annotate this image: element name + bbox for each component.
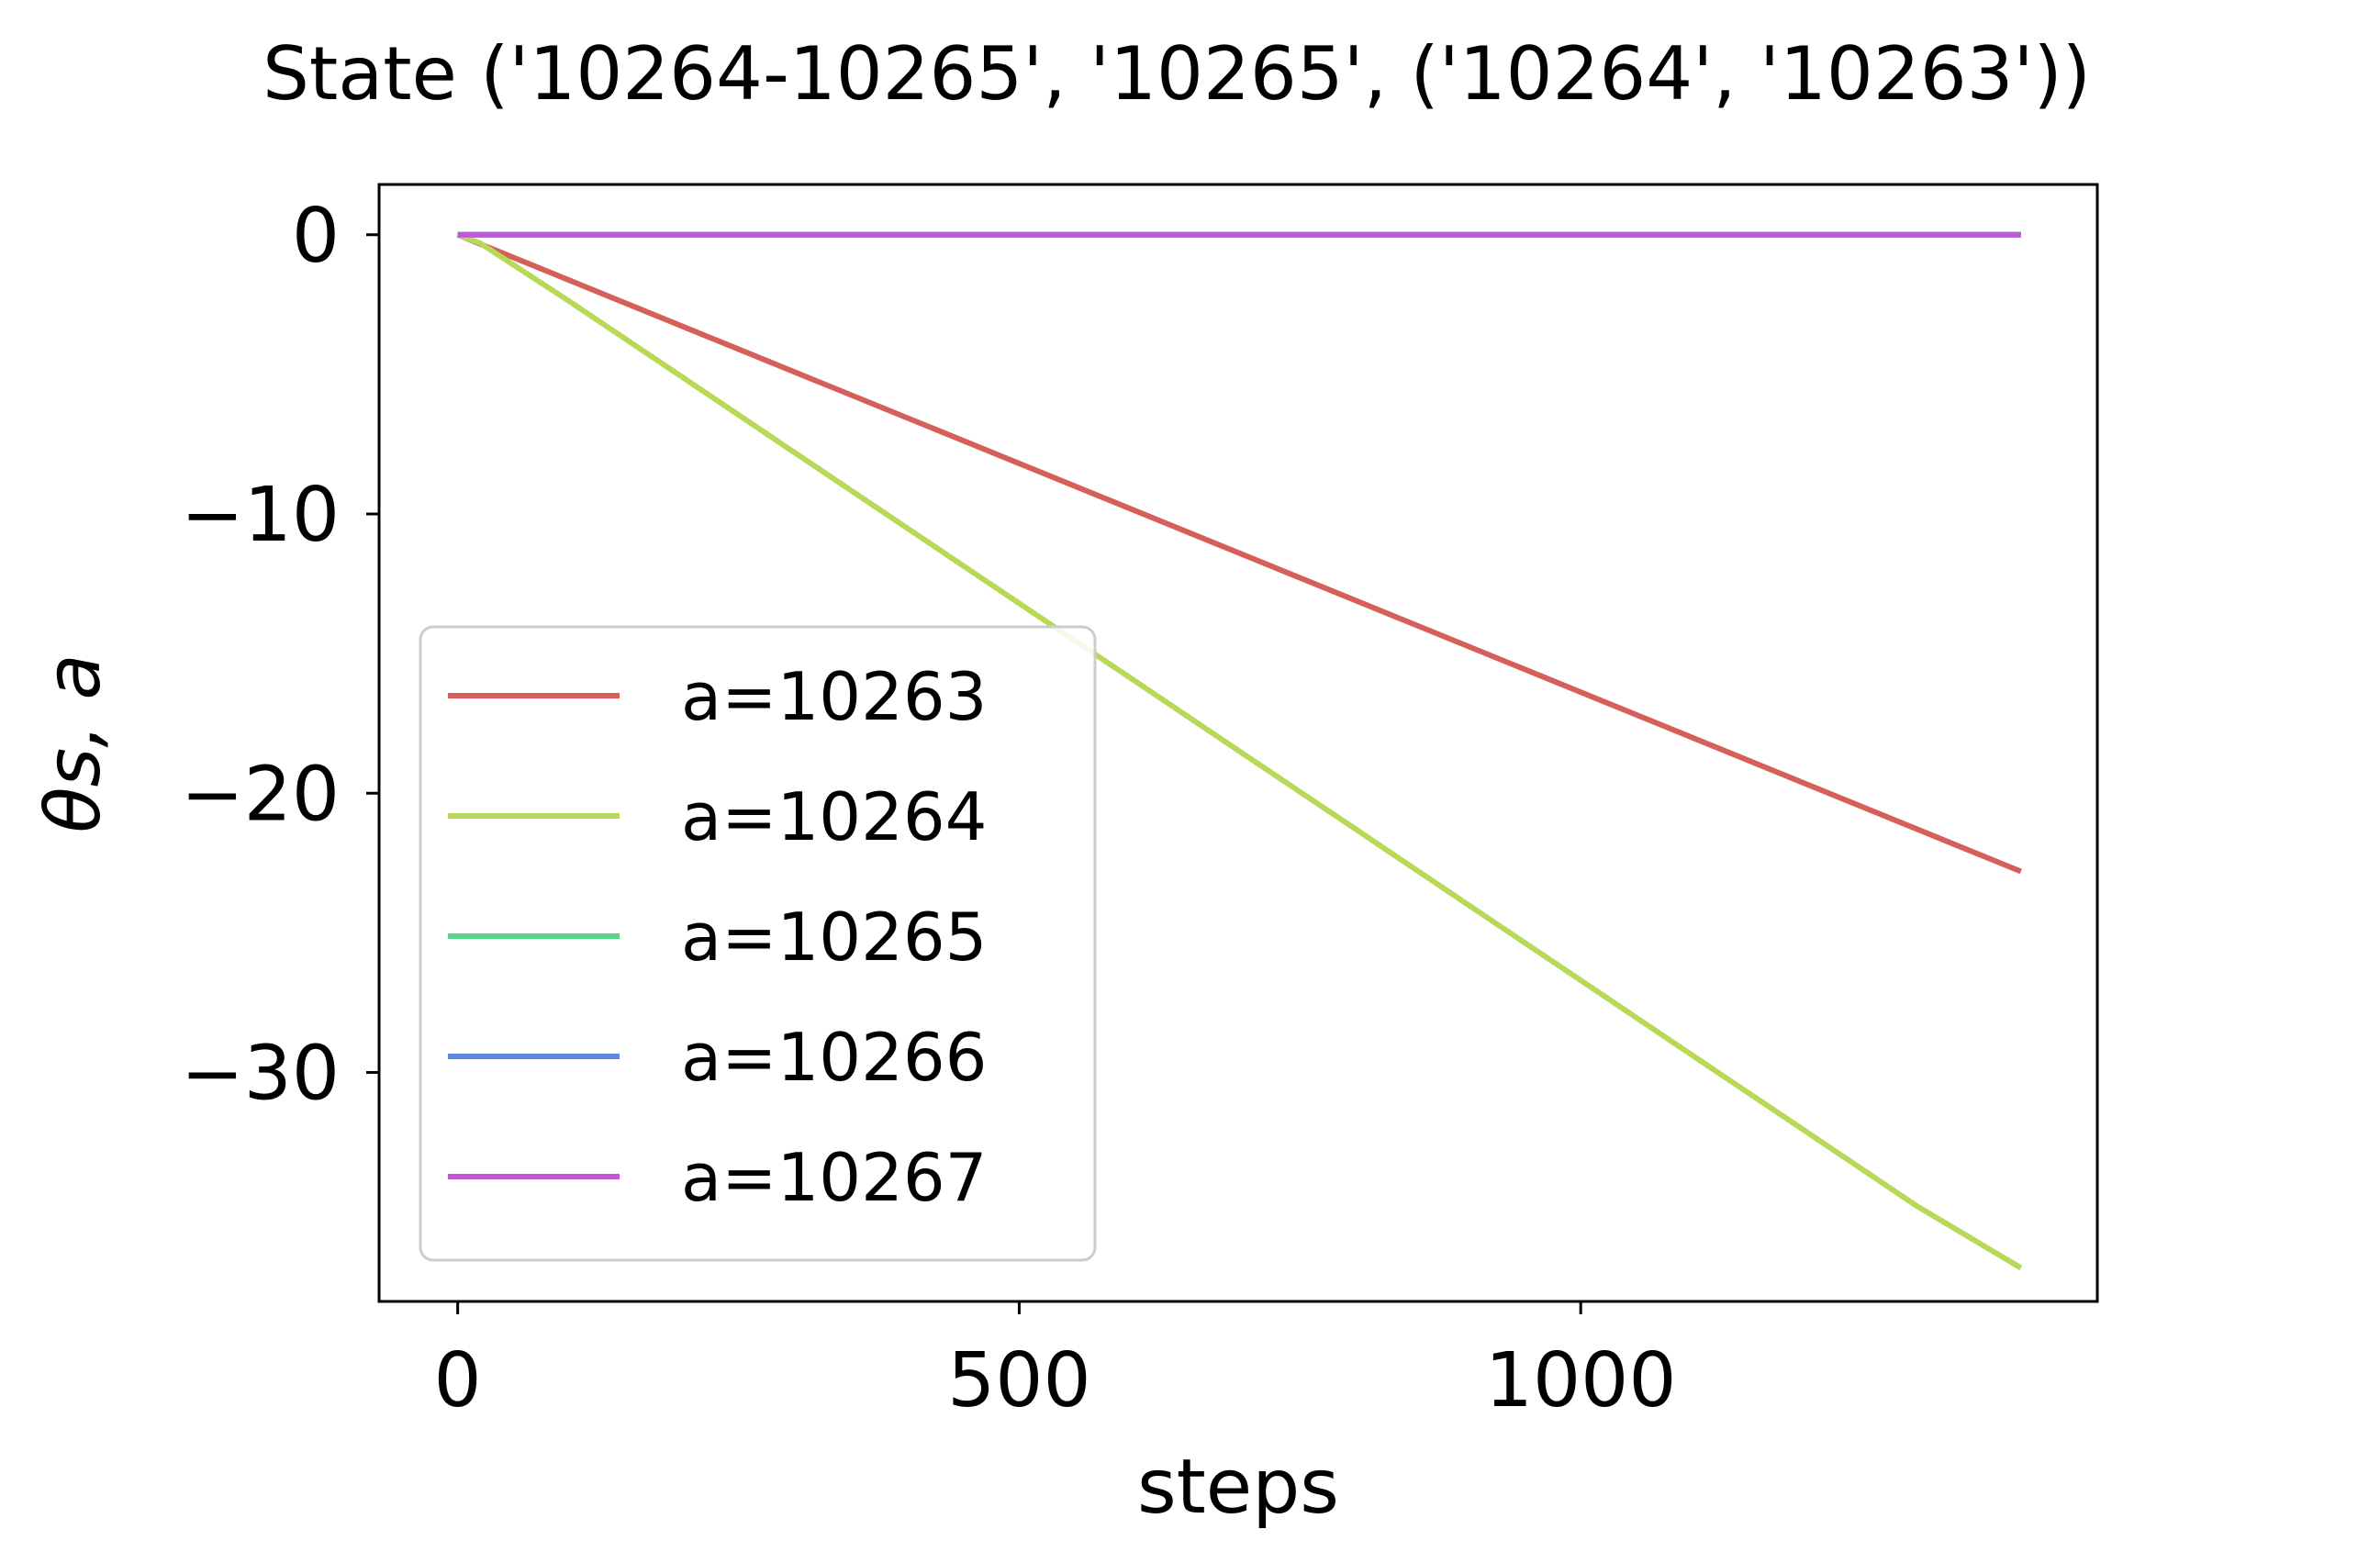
legend-entries: a=10263 a=10264 a=10265 a=10266 a=10267 [448,658,988,1216]
legend: a=10263 a=10264 a=10265 a=10266 a=10267 [419,625,1097,1262]
series-line-a-10264 [456,231,2023,1271]
x-tick-label: 500 [947,1337,1091,1424]
x-axis-label: steps [1137,1444,1339,1531]
y-axis-label: θs, a [30,653,117,832]
series-layer [456,231,2023,1271]
x-tick-label: 0 [434,1337,482,1424]
legend-label: a=10263 [681,658,988,735]
y-tick-label: −10 [181,472,340,559]
plot-frame [377,183,2099,1303]
y-tick-label: −30 [181,1031,340,1118]
legend-label: a=10266 [681,1019,988,1096]
x-tick-label: 1000 [1485,1337,1677,1424]
x-axis: 0 500 1000 [434,1301,1677,1424]
series-line-a-10263 [456,232,2022,875]
chart-title: State ('10264-10265', '10265', ('10264',… [263,31,2091,117]
y-tick-label: 0 [292,193,340,280]
y-tick-label: −20 [181,751,340,838]
legend-label: a=10265 [681,899,988,976]
legend-box [419,625,1097,1262]
legend-label: a=10267 [681,1139,988,1216]
y-axis: 0 −10 −20 −30 [181,193,379,1118]
legend-label: a=10264 [681,778,988,855]
